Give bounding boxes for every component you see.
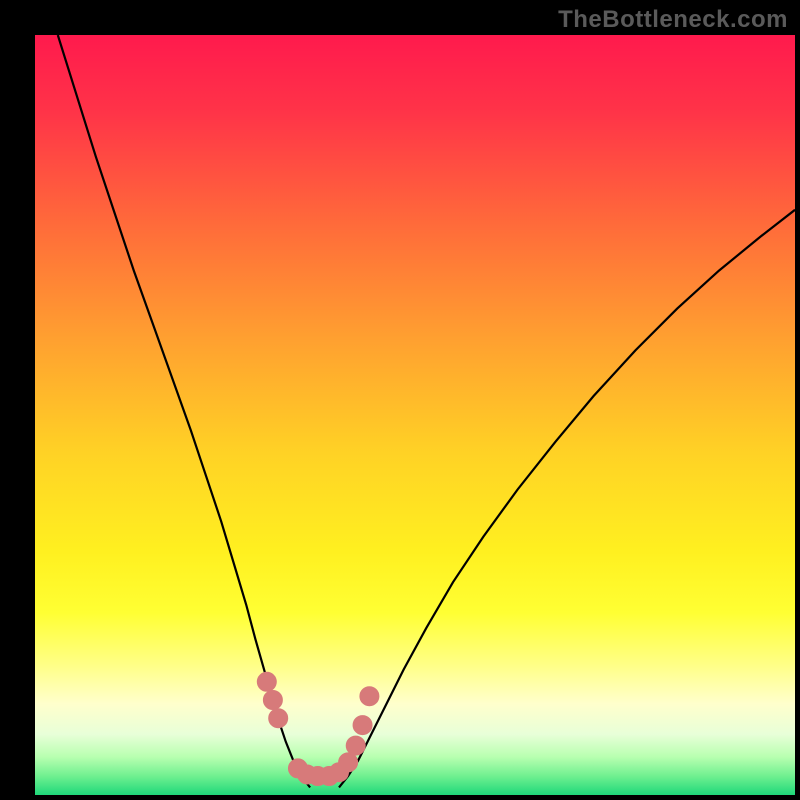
marker-point <box>354 716 372 734</box>
plot-area <box>35 35 795 795</box>
marker-point <box>360 687 378 705</box>
marker-point <box>347 737 365 755</box>
marker-point <box>264 691 282 709</box>
watermark-text: TheBottleneck.com <box>558 6 788 34</box>
marker-point <box>258 673 276 691</box>
chart-overlay <box>35 35 795 795</box>
markers-group <box>258 673 379 785</box>
marker-point <box>269 709 287 727</box>
marker-point <box>339 753 357 771</box>
curve-right <box>339 210 795 788</box>
